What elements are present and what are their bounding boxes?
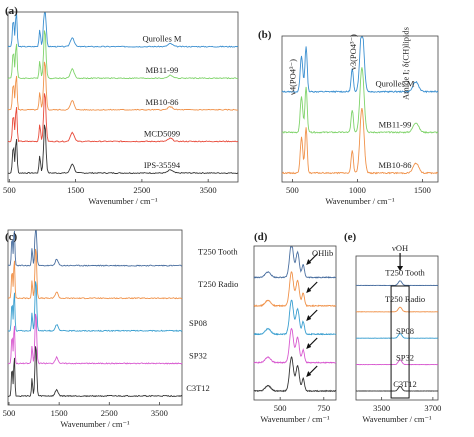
x-axis-label: Wavenumber / cm⁻¹	[260, 414, 330, 424]
panel-1	[7, 11, 239, 183]
x-tick-label: 2500	[133, 185, 150, 195]
series-label: T250 Radio	[198, 279, 238, 289]
series-label: SP32	[189, 350, 207, 360]
x-axis-label: Wavenumber / cm⁻¹	[60, 419, 130, 429]
series-line	[7, 230, 182, 267]
series-line	[253, 356, 337, 393]
x-tick-label: 3500	[151, 408, 168, 418]
series-label: SP32	[396, 353, 414, 363]
series-line	[253, 327, 337, 364]
x-axis-label: Wavenumber / cm⁻¹	[325, 196, 395, 206]
series-line	[253, 271, 337, 308]
series-line	[7, 346, 183, 398]
series-label: SP08	[189, 318, 207, 328]
arrow-icon	[306, 343, 312, 349]
x-tick-label: 750	[317, 403, 330, 413]
series-label: MB11-99	[146, 65, 179, 75]
x-tick-label: 3500	[373, 403, 390, 413]
series-line	[355, 280, 439, 287]
x-tick-label: 1500	[414, 185, 431, 195]
x-tick-label: 3700	[424, 403, 441, 413]
series-label: MB10-86	[378, 160, 411, 170]
series-label: SP08	[396, 326, 414, 336]
series-line	[253, 246, 337, 279]
panel-label: (a)	[5, 5, 18, 17]
series-line	[356, 333, 439, 339]
panel-4	[253, 245, 337, 401]
series-label: T250 Radio	[385, 294, 425, 304]
series-line	[7, 313, 183, 365]
panel-frame	[7, 11, 239, 183]
peak-annotation: Amide I; δ(CH)lipids	[401, 27, 411, 100]
series-line	[7, 248, 183, 300]
series-line	[7, 281, 183, 333]
x-tick-label: 3500	[200, 185, 217, 195]
x-axis-label: Wavenumber / cm⁻¹	[362, 414, 432, 424]
x-tick-label: 1000	[349, 185, 366, 195]
series-line	[356, 306, 438, 313]
series-line	[281, 36, 439, 94]
series-line	[7, 93, 239, 143]
panel-5	[355, 255, 439, 401]
panel-frame	[281, 35, 439, 183]
panel-3	[7, 229, 183, 406]
series-label: T250 Tooth	[385, 267, 425, 277]
series-line	[281, 108, 439, 175]
panel-2	[281, 35, 439, 183]
panel-frame	[355, 255, 439, 401]
x-tick-label: 500	[3, 408, 16, 418]
series-label: Qurolles M	[376, 79, 415, 89]
arrow-icon	[306, 371, 312, 377]
x-axis-label: Wavenumber / cm⁻¹	[88, 196, 158, 206]
x-tick-label: 500	[274, 403, 287, 413]
panel-label: (b)	[258, 29, 272, 41]
x-tick-label: 1500	[67, 185, 84, 195]
panel-frame	[253, 245, 337, 401]
series-label: MB11-99	[379, 119, 412, 129]
series-line	[7, 124, 239, 175]
series-label: Qurolles M	[143, 34, 182, 44]
peak-annotation: ν4(PO4³⁻)	[288, 59, 298, 95]
series-line	[356, 359, 439, 366]
arrow-icon	[306, 259, 312, 265]
arrow-icon	[306, 287, 312, 293]
series-line	[7, 12, 239, 48]
highlight-box	[390, 285, 410, 399]
peak-annotation: OHlib	[312, 248, 333, 258]
x-tick-label: 1500	[51, 408, 68, 418]
series-line	[7, 30, 239, 80]
panel-label: (c)	[5, 231, 18, 243]
series-label: T250 Tooth	[198, 247, 238, 257]
series-label: C3T12	[186, 383, 210, 393]
series-line	[281, 67, 439, 134]
panel-frame	[7, 229, 183, 406]
series-label: MCD5099	[144, 128, 180, 138]
peak-annotation: ν3(PO4³⁻)	[348, 34, 358, 70]
series-line	[356, 385, 439, 392]
panel-label: (e)	[344, 231, 357, 243]
series-label: IPS-35594	[144, 160, 181, 170]
series-line	[7, 61, 239, 111]
x-tick-label: 500	[3, 185, 16, 195]
arrow-icon	[306, 315, 312, 321]
panel-label: (d)	[254, 231, 268, 243]
series-line	[253, 299, 337, 336]
x-tick-label: 500	[286, 185, 299, 195]
series-label: C3T12	[393, 379, 417, 389]
arrow-icon	[397, 266, 404, 271]
peak-annotation: νOH	[392, 243, 408, 253]
series-label: MB10-86	[145, 97, 178, 107]
x-tick-label: 2500	[101, 408, 118, 418]
